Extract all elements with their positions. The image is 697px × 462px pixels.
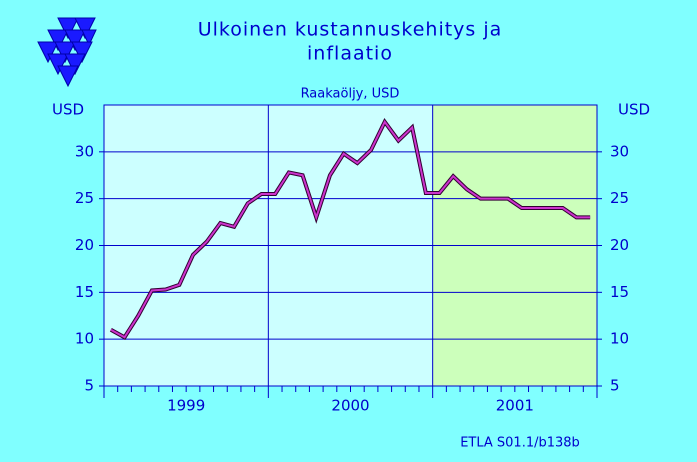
y2-tick-label: 15: [610, 283, 629, 301]
y-tick-label: 30: [75, 142, 94, 160]
logo: [37, 17, 97, 88]
y2-tick-label: 25: [610, 189, 629, 207]
y-tick-label: 15: [75, 283, 94, 301]
y-tick-label: 10: [75, 330, 94, 348]
y-tick-label: 25: [75, 189, 94, 207]
chart-subtitle: Raakaöljy, USD: [301, 87, 400, 102]
y2-tick-label: 30: [610, 142, 629, 160]
x-tick-label: 2000: [331, 397, 369, 415]
chart-title: Ulkoinen kustannuskehitys ja: [198, 19, 503, 41]
x-tick-label: 2001: [496, 397, 534, 415]
y2-tick-label: 10: [610, 330, 629, 348]
y2-tick-label: 5: [610, 377, 620, 395]
x-tick-label: 1999: [167, 397, 205, 415]
series-line: [110, 119, 591, 339]
footer: ETLA S01.1/b138b: [460, 436, 580, 451]
y-axis-unit: USD: [52, 101, 84, 119]
y2-axis-unit: USD: [618, 101, 650, 119]
chart-title: inflaatio: [307, 43, 393, 65]
y-tick-label: 5: [84, 377, 94, 395]
y2-tick-label: 20: [610, 236, 629, 254]
y-tick-label: 20: [75, 236, 94, 254]
